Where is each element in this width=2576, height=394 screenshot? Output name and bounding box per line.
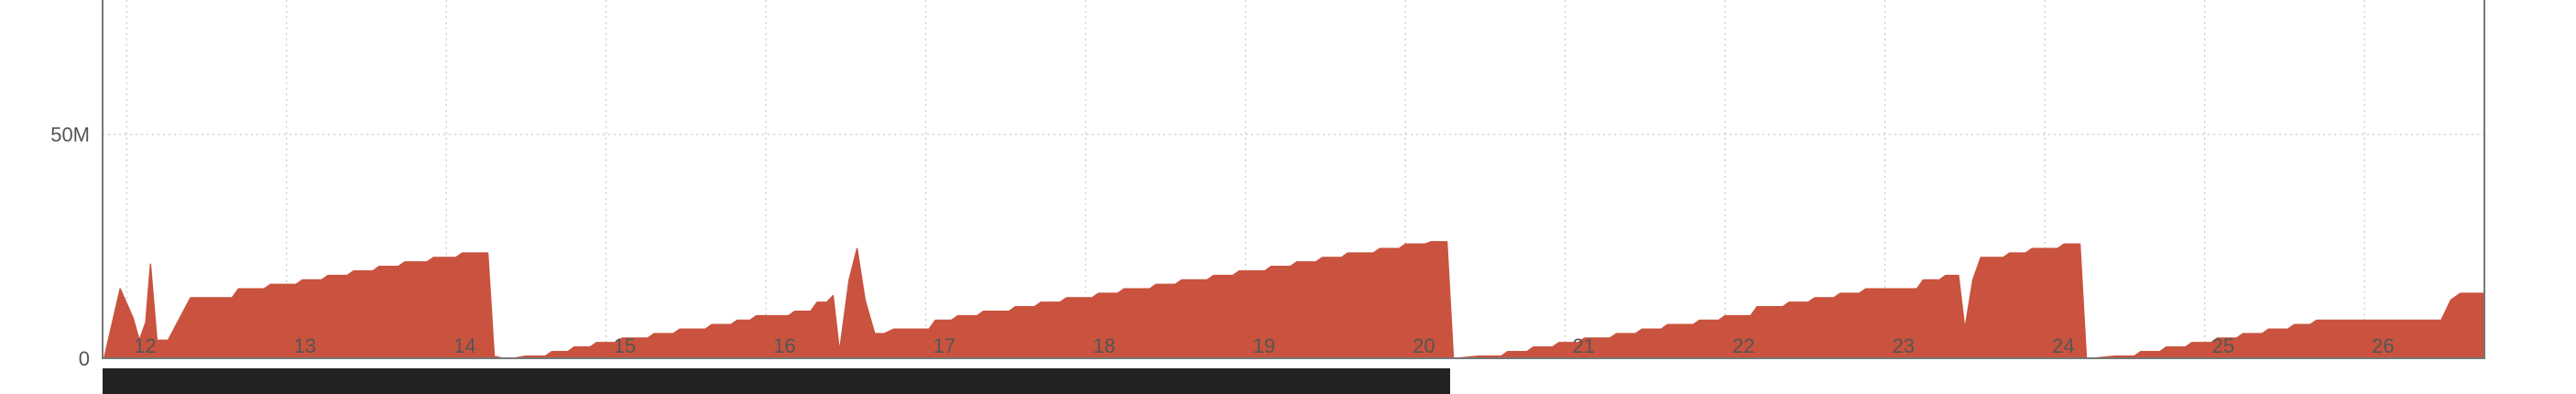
x-tick-label: 16	[773, 334, 795, 357]
y-tick-labels: 0 50M	[50, 124, 90, 370]
x-tick-labels: 12 13 14 15 16 17 18 19 20 21 22 23 24 25 26	[134, 334, 2394, 357]
x-tick-label: 19	[1253, 334, 1275, 357]
x-tick-label: 26	[2372, 334, 2394, 357]
x-tick-label: 13	[294, 334, 316, 357]
navigator-range-bar[interactable]	[103, 368, 1451, 394]
x-tick-label: 18	[1093, 334, 1115, 357]
x-tick-label: 24	[2052, 334, 2074, 357]
x-tick-label: 25	[2212, 334, 2234, 357]
axes	[102, 0, 2485, 359]
x-tick-label: 23	[1893, 334, 1915, 357]
x-tick-label: 15	[614, 334, 636, 357]
x-tick-label: 12	[134, 334, 156, 357]
x-tick-label: 17	[933, 334, 955, 357]
x-tick-label: 20	[1413, 334, 1435, 357]
y-tick-label: 0	[79, 347, 90, 370]
y-tick-label: 50M	[50, 124, 90, 147]
x-tick-label: 21	[1573, 334, 1595, 357]
area-series	[103, 241, 2485, 359]
area-series-path	[103, 241, 2485, 359]
x-tick-label: 22	[1732, 334, 1754, 357]
x-tick-label: 14	[453, 334, 475, 357]
